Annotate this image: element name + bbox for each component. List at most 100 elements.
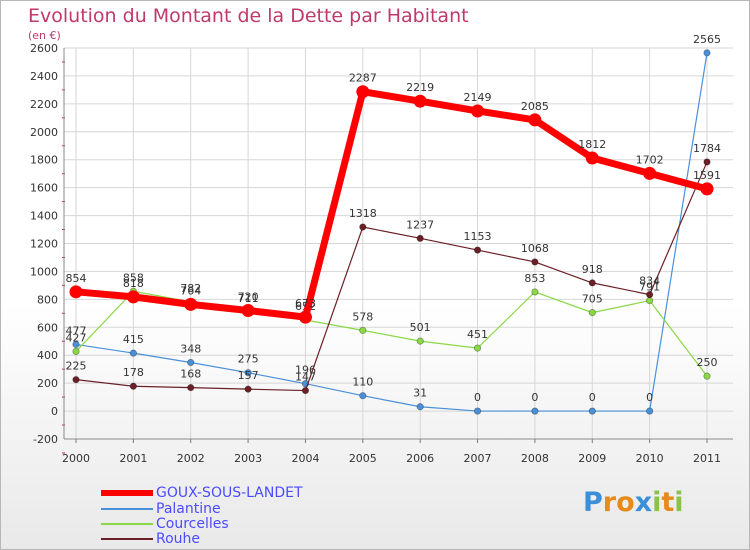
data-label: 1153 (464, 230, 492, 243)
y-tick-label: 600 (37, 321, 58, 334)
data-point (241, 304, 255, 318)
data-label: 705 (582, 293, 603, 306)
data-point (187, 358, 195, 367)
y-tick-label: 2400 (30, 70, 58, 83)
data-label: 764 (180, 284, 201, 297)
x-tick-label: 2009 (578, 452, 606, 465)
data-point (359, 223, 367, 231)
data-label: 501 (410, 321, 431, 334)
y-tick-label: 0 (51, 405, 58, 418)
data-label: 168 (180, 368, 201, 381)
data-label: 427 (66, 331, 87, 344)
data-label: 853 (524, 272, 545, 285)
data-point (126, 290, 140, 304)
data-point (471, 104, 485, 118)
data-label: 31 (413, 387, 427, 400)
data-label: 2219 (406, 81, 434, 94)
legend-swatch-rouhe (101, 538, 153, 540)
logo-letter: o (616, 487, 635, 518)
data-point (187, 384, 195, 392)
data-point (298, 310, 312, 324)
data-label: 1068 (521, 242, 549, 255)
data-label: 178 (123, 366, 144, 379)
series-line-rouhe (75, 161, 708, 392)
data-point (416, 234, 424, 242)
data-label: 1812 (578, 138, 606, 151)
y-tick-label: 2600 (30, 42, 58, 55)
data-label: 673 (295, 297, 316, 310)
data-label: 578 (352, 310, 373, 323)
data-label: 711 (238, 292, 259, 305)
data-point (703, 372, 711, 380)
data-label: 225 (66, 360, 87, 373)
data-label: 2565 (693, 33, 721, 46)
series-line-goux-sous-landet (75, 88, 708, 321)
data-point (585, 151, 599, 165)
data-label: 110 (352, 376, 373, 389)
data-label: 477 (66, 324, 87, 337)
data-point (129, 382, 137, 390)
legend-swatch-palantine (101, 508, 153, 510)
x-tick-label: 2007 (464, 452, 492, 465)
chart-unit: (en €) (28, 29, 61, 42)
data-label: 818 (123, 277, 144, 290)
y-tick-label: 400 (37, 349, 58, 362)
data-point (528, 113, 542, 127)
data-point (184, 297, 198, 311)
series-line-palantine (75, 52, 708, 412)
data-label: 157 (238, 369, 259, 382)
data-point (359, 326, 367, 334)
data-point (588, 309, 596, 317)
data-point (588, 407, 596, 415)
data-point (531, 288, 539, 296)
y-tick-label: 800 (37, 293, 58, 306)
x-tick-label: 2001 (119, 452, 147, 465)
y-tick-label: 1000 (30, 265, 58, 278)
data-point (473, 344, 482, 352)
x-tick-label: 2002 (177, 452, 205, 465)
y-tick-label: -200 (33, 433, 58, 446)
data-point (588, 279, 596, 287)
data-label: 196 (295, 364, 316, 377)
data-point (473, 246, 482, 254)
data-point (356, 85, 370, 99)
legend-label-goux: GOUX-SOUS-LANDET (156, 485, 303, 501)
data-point (359, 392, 367, 400)
legend-swatch-goux (101, 490, 153, 496)
legend-label-palantine: Palantine (156, 501, 221, 517)
data-point (646, 297, 654, 305)
data-point (416, 337, 424, 345)
data-label: 1318 (349, 207, 377, 220)
data-label: 834 (639, 275, 660, 288)
legend-label-courcelles: Courcelles (156, 516, 229, 532)
y-tick-label: 1800 (30, 154, 58, 167)
x-tick-label: 2000 (62, 452, 90, 465)
data-label: 0 (474, 391, 481, 404)
data-point (703, 158, 711, 166)
data-label: 250 (697, 356, 718, 369)
data-point (69, 285, 83, 299)
data-label: 1591 (693, 169, 721, 182)
data-label: 854 (66, 272, 87, 285)
data-point (416, 403, 424, 411)
data-point (244, 385, 252, 393)
data-label: 1237 (406, 218, 434, 231)
data-point (646, 407, 654, 415)
data-label: 782 (180, 282, 201, 295)
logo-letter: i (652, 487, 662, 518)
x-tick-label: 2003 (234, 452, 262, 465)
logo-letter: i (674, 487, 684, 518)
data-label: 0 (589, 391, 596, 404)
y-tick-label: 1200 (30, 238, 58, 251)
logo-letter: r (602, 487, 617, 518)
x-tick-label: 2005 (349, 452, 377, 465)
y-tick-label: 1600 (30, 182, 58, 195)
data-label: 0 (531, 391, 538, 404)
data-label: 147 (295, 371, 316, 384)
data-point (703, 49, 711, 57)
data-point (413, 94, 427, 108)
logo-letter: P (583, 487, 603, 518)
data-point (643, 166, 657, 180)
